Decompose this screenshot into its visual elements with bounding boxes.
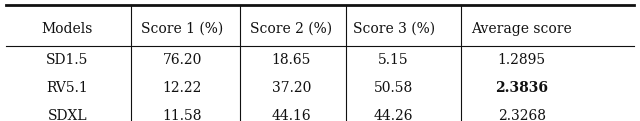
Text: 1.2895: 1.2895: [497, 53, 546, 68]
Text: 44.16: 44.16: [271, 109, 311, 121]
Text: SDXL: SDXL: [47, 109, 87, 121]
Text: 44.26: 44.26: [374, 109, 413, 121]
Text: 2.3268: 2.3268: [497, 109, 545, 121]
Text: 12.22: 12.22: [163, 81, 202, 95]
Text: 11.58: 11.58: [163, 109, 202, 121]
Text: 18.65: 18.65: [271, 53, 311, 68]
Text: 76.20: 76.20: [163, 53, 202, 68]
Text: RV5.1: RV5.1: [46, 81, 88, 95]
Text: SD1.5: SD1.5: [46, 53, 88, 68]
Text: Score 3 (%): Score 3 (%): [353, 22, 435, 36]
Text: Models: Models: [42, 22, 93, 36]
Text: 5.15: 5.15: [378, 53, 409, 68]
Text: 50.58: 50.58: [374, 81, 413, 95]
Text: Score 2 (%): Score 2 (%): [250, 22, 332, 36]
Text: Average score: Average score: [471, 22, 572, 36]
Text: 37.20: 37.20: [271, 81, 311, 95]
Text: 2.3836: 2.3836: [495, 81, 548, 95]
Text: Score 1 (%): Score 1 (%): [141, 22, 223, 36]
